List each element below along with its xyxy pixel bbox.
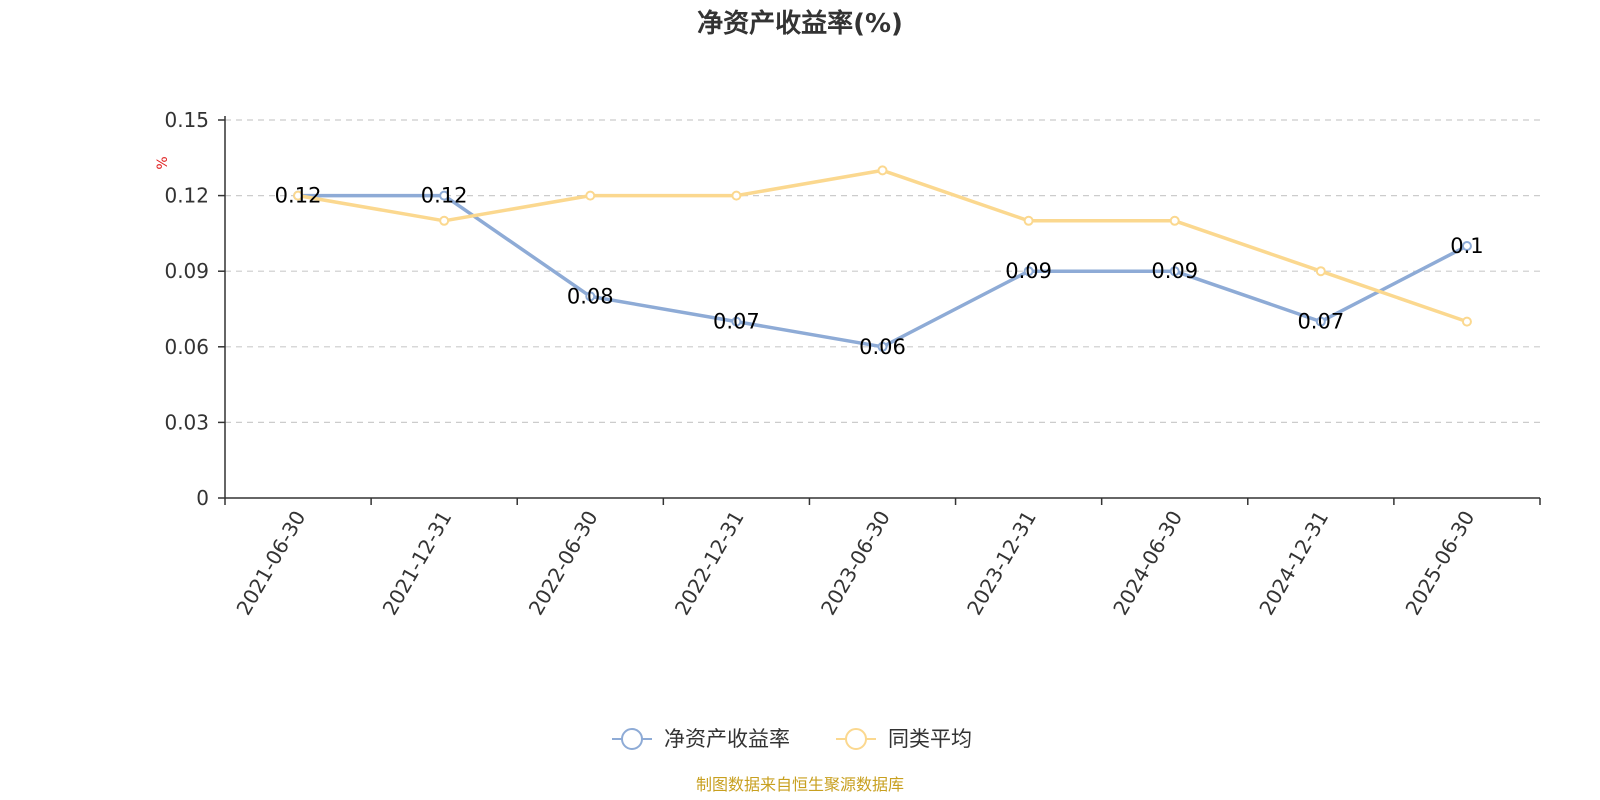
series-2-point <box>1315 266 1326 277</box>
series-1-point <box>439 190 450 201</box>
series-2-point <box>1461 316 1472 327</box>
series-2-point <box>1169 215 1180 226</box>
series-1-point <box>585 291 596 302</box>
series-2-point <box>877 165 888 176</box>
legend-marker-circle-icon <box>845 728 867 750</box>
data-label: 0.07 <box>1297 310 1344 334</box>
chart-title: 净资产收益率(%) <box>697 8 903 39</box>
legend-marker-circle-icon <box>621 728 643 750</box>
data-label: 0.08 <box>567 284 614 308</box>
y-tick-label: 0 <box>196 486 209 510</box>
x-tick-label: 2022-06-30 <box>524 507 603 620</box>
data-label: 0.12 <box>275 184 322 208</box>
legend-label-series-1: 净资产收益率 <box>664 727 790 751</box>
legend-label-series-2: 同类平均 <box>888 727 972 751</box>
legend-item-series-1[interactable]: 净资产收益率 <box>612 727 790 751</box>
y-tick-label: 0.12 <box>164 184 209 208</box>
series-1-point <box>1023 266 1034 277</box>
series-line-2 <box>297 168 1468 324</box>
data-label: 0.07 <box>713 310 760 334</box>
series-2-point <box>1023 215 1034 226</box>
x-tick-label: 2023-12-31 <box>962 507 1041 620</box>
series-1-point <box>731 316 742 327</box>
data-label: 0.06 <box>859 335 906 359</box>
x-tick-label: 2024-12-31 <box>1254 507 1333 620</box>
x-tick-label: 2024-06-30 <box>1108 507 1187 620</box>
data-label: 0.09 <box>1005 259 1052 283</box>
y-tick-label: 0.06 <box>164 335 209 359</box>
data-label: 0.09 <box>1151 259 1198 283</box>
legend-item-series-2[interactable]: 同类平均 <box>836 727 972 751</box>
y-tick-label: 0.03 <box>164 410 209 434</box>
series-1-point <box>1461 241 1472 251</box>
series-2-point <box>731 190 742 201</box>
x-tick-label: 2023-06-30 <box>816 507 895 620</box>
data-labels: 0.12 0.12 0.08 0.07 0.06 0.09 0.09 0.07 0.1 <box>275 184 1484 359</box>
y-axis-unit-label: % <box>155 156 171 169</box>
source-note: 制图数据来自恒生聚源数据库 <box>696 775 904 794</box>
series-lines <box>293 165 1472 352</box>
series-1-point <box>877 341 888 352</box>
y-tick-label: 0.09 <box>164 259 209 283</box>
axes: 0 0.03 0.06 0.09 0.12 0.15 2021-06-30 2021-12-3… <box>164 108 1541 620</box>
x-tick-label: 2025-06-30 <box>1400 507 1479 620</box>
series-2-point <box>439 215 450 226</box>
grid-lines <box>225 119 1540 423</box>
x-tick-label: 2021-12-31 <box>378 506 457 619</box>
series-2-point <box>293 190 304 201</box>
series-2-point <box>585 190 596 201</box>
series-1-point <box>1169 266 1180 277</box>
data-label: 0.12 <box>421 184 468 208</box>
data-label: 0.1 <box>1450 234 1483 258</box>
x-tick-label: 2022-12-31 <box>670 507 749 620</box>
legend[interactable]: 净资产收益率 同类平均 <box>612 727 972 751</box>
y-tick-label: 0.15 <box>164 108 209 132</box>
series-1-point <box>1315 316 1326 327</box>
x-tick-label: 2021-06-30 <box>231 507 310 620</box>
series-line-1 <box>298 193 1468 349</box>
